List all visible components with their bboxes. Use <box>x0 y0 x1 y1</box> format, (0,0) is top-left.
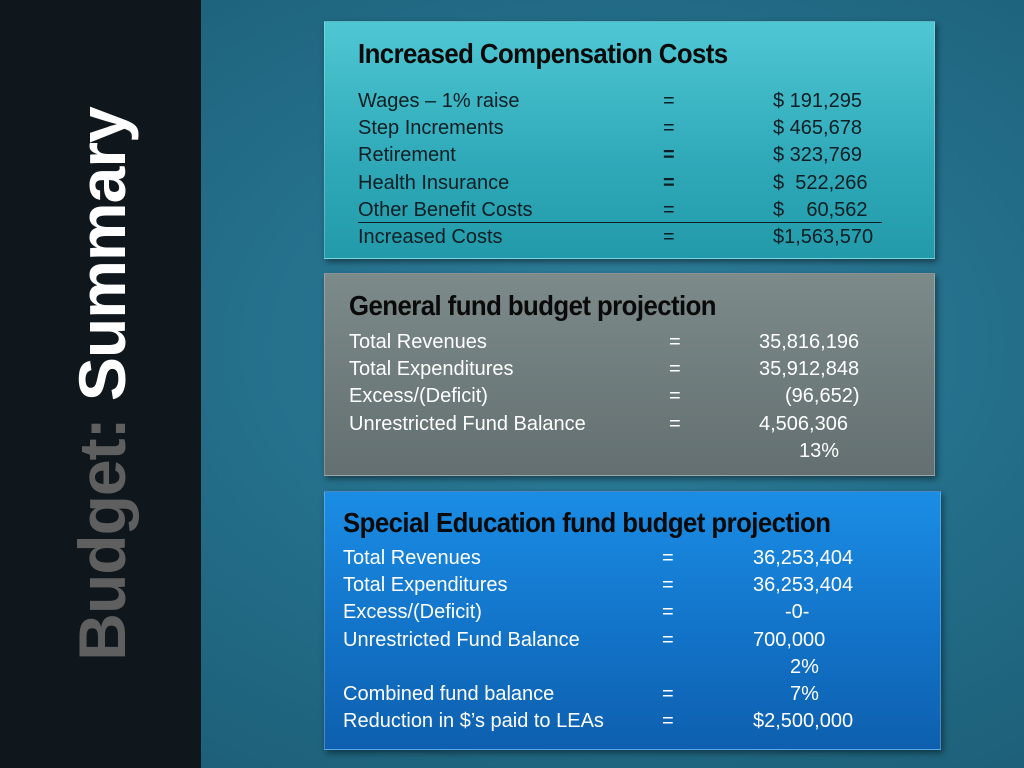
compensation-row: Health Insurance = $ 522,266 <box>325 172 934 199</box>
underline-rule <box>358 199 882 223</box>
general-fund-row: Unrestricted Fund Balance = 4,506,306 <box>325 413 934 440</box>
compensation-row: Wages – 1% raise = $ 191,295 <box>325 90 934 117</box>
row-value: 700,000 <box>753 629 826 651</box>
row-equals: = <box>669 331 681 353</box>
row-label: Excess/(Deficit) <box>349 385 488 407</box>
row-value: $1,563,570 <box>773 226 874 248</box>
row-equals: = <box>662 629 674 651</box>
row-value: 4,506,306 <box>759 413 848 435</box>
row-label: Total Revenues <box>349 331 487 353</box>
row-label: Health Insurance <box>358 172 510 194</box>
row-equals: = <box>669 358 681 380</box>
row-equals: = <box>662 601 674 623</box>
row-equals: = <box>663 144 675 166</box>
general-fund-panel: General fund budget projection Total Rev… <box>324 273 935 476</box>
row-label: Step Increments <box>358 117 504 139</box>
row-value: $ 191,295 <box>773 90 862 112</box>
row-value: 36,253,404 <box>753 574 854 596</box>
row-equals: = <box>663 199 675 221</box>
special-ed-panel: Special Education fund budget projection… <box>324 491 941 750</box>
row-value: $ 522,266 <box>773 172 868 194</box>
row-equals: = <box>662 710 674 732</box>
row-equals: = <box>669 413 681 435</box>
special-ed-row: Excess/(Deficit) = -0- <box>325 601 940 628</box>
row-equals: = <box>662 547 674 569</box>
general-fund-row: Total Expenditures = 35,912,848 <box>325 358 934 385</box>
row-label: Total Expenditures <box>349 358 514 380</box>
row-equals: = <box>662 683 674 705</box>
general-fund-row: Total Revenues = 35,816,196 <box>325 331 934 358</box>
general-fund-percent-row: 13% <box>325 440 934 467</box>
row-equals: = <box>663 172 675 194</box>
row-equals: = <box>669 385 681 407</box>
general-fund-row: Excess/(Deficit) = (96,652) <box>325 385 934 412</box>
row-label: Unrestricted Fund Balance <box>349 413 586 435</box>
row-equals: = <box>663 226 675 248</box>
row-label: Excess/(Deficit) <box>343 601 482 623</box>
row-value: $ 60,562 <box>773 199 868 221</box>
row-label: Wages – 1% raise <box>358 90 520 112</box>
special-ed-title: Special Education fund budget projection <box>343 507 831 538</box>
slide-title-part1: Budget: <box>65 418 139 661</box>
row-equals: = <box>663 90 675 112</box>
row-value: $ 465,678 <box>773 117 862 139</box>
special-ed-row: Total Revenues = 36,253,404 <box>325 547 940 574</box>
row-label: Unrestricted Fund Balance <box>343 629 580 651</box>
row-value: $2,500,000 <box>753 710 854 732</box>
row-label: Increased Costs <box>358 226 503 248</box>
slide-title: Budget: Summary <box>64 107 140 660</box>
row-value: 7% <box>790 683 819 705</box>
row-equals: = <box>663 117 675 139</box>
special-ed-row: Reduction in $’s paid to LEAs = $2,500,0… <box>325 710 940 737</box>
row-label: Total Expenditures <box>343 574 508 596</box>
special-ed-percent-row: 2% <box>325 656 940 683</box>
row-equals: = <box>662 574 674 596</box>
compensation-panel: Increased Compensation Costs Wages – 1% … <box>324 21 935 259</box>
sidebar: Budget: Summary <box>0 0 201 768</box>
special-ed-row: Total Expenditures = 36,253,404 <box>325 574 940 601</box>
fund-balance-percent: 2% <box>790 656 819 678</box>
row-value: 35,912,848 <box>759 358 860 380</box>
compensation-row: Increased Costs = $1,563,570 <box>325 226 934 253</box>
special-ed-row: Combined fund balance = 7% <box>325 683 940 710</box>
row-value: $ 323,769 <box>773 144 862 166</box>
row-value: -0- <box>785 601 810 623</box>
row-value: 36,253,404 <box>753 547 854 569</box>
row-label: Total Revenues <box>343 547 481 569</box>
fund-balance-percent: 13% <box>799 440 840 462</box>
row-label: Reduction in $’s paid to LEAs <box>343 710 604 732</box>
compensation-row: Step Increments = $ 465,678 <box>325 117 934 144</box>
compensation-row: Other Benefit Costs = $ 60,562 <box>325 199 934 226</box>
row-label: Combined fund balance <box>343 683 555 705</box>
compensation-row: Retirement = $ 323,769 <box>325 144 934 171</box>
slide-title-part2: Summary <box>65 107 139 402</box>
row-label: Retirement <box>358 144 456 166</box>
row-value: (96,652) <box>785 385 860 407</box>
compensation-title: Increased Compensation Costs <box>358 38 728 69</box>
special-ed-row: Unrestricted Fund Balance = 700,000 <box>325 629 940 656</box>
row-value: 35,816,196 <box>759 331 860 353</box>
row-label: Other Benefit Costs <box>358 199 533 221</box>
general-fund-title: General fund budget projection <box>349 290 717 321</box>
